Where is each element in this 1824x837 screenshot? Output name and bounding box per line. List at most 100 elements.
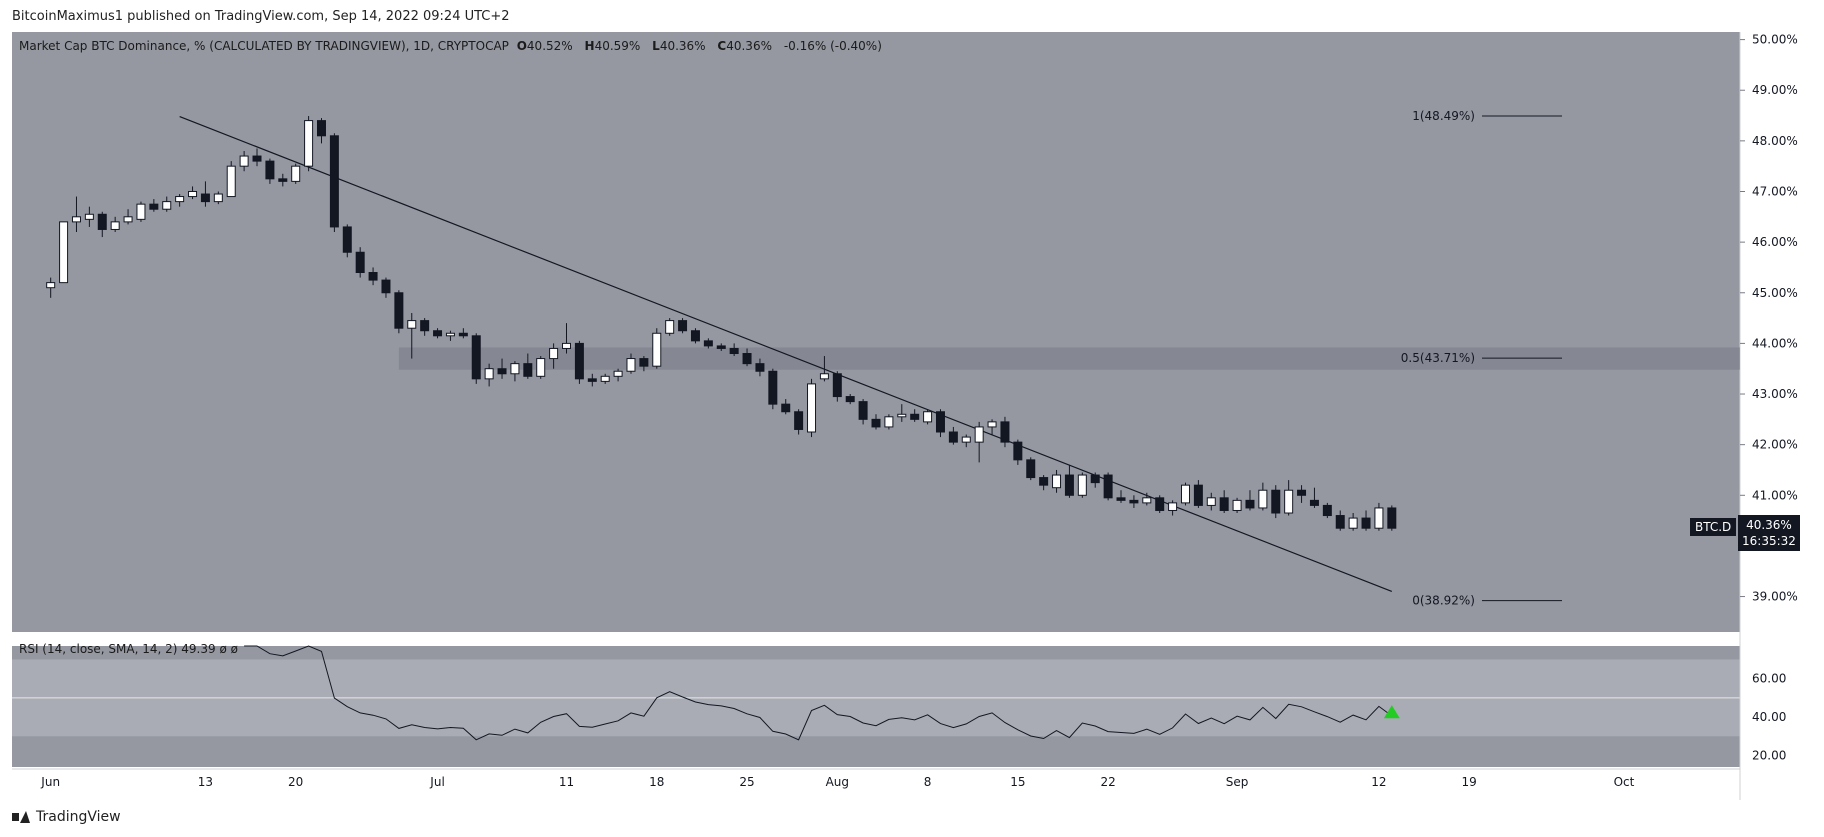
candle-body [471,335,481,380]
rsi-line [244,645,1393,741]
candle-body [1077,474,1087,496]
time-axis-label: 12 [1371,775,1386,789]
candle-body [59,221,69,284]
candle-body [703,340,713,347]
candle-body [923,411,933,423]
candle-body [819,373,829,380]
candle-body [1271,489,1281,514]
candle-body [974,426,984,443]
candle-body [587,378,597,382]
candle-body [239,155,249,167]
rsi-axis-label: 20.00 [1752,748,1786,762]
candle-body [136,203,146,220]
legend-high-value: 40.59% [594,39,641,53]
candle-body [562,342,572,349]
candle-body [510,363,520,375]
candle-body [291,165,301,182]
candle-body [265,160,275,180]
time-axis-label: 18 [649,775,664,789]
candle-body [574,342,584,380]
candle-body [316,120,326,137]
legend-title: Market Cap BTC Dominance, % (CALCULATED … [19,39,509,53]
footer-brand[interactable]: TradingView [12,809,121,825]
candle-body [1039,477,1049,486]
candle-body [600,375,610,382]
time-axis-label: 8 [924,775,932,789]
candlestick-chart[interactable]: 1(48.49%) 0.5(43.71%) 0(38.92%) 50.00% 49.00… [12,32,1824,800]
tradingview-logo-icon [12,811,30,823]
candle-body [226,165,236,198]
candle-body [420,320,430,332]
candle-body [884,416,894,428]
candle-body [84,213,94,220]
candle-body [1013,441,1023,461]
candle-body [110,221,120,230]
price-axis-label: 50.00% [1752,33,1798,47]
candle-body [1000,421,1010,443]
footer-brand-text: TradingView [36,809,121,825]
price-axis-label: 49.00% [1752,83,1798,97]
rsi-legend-extra: ø ø [219,642,238,656]
candle-body [1348,517,1358,529]
candle-body [523,363,533,377]
candle-body [897,413,907,418]
candle-body [1052,474,1062,489]
time-axis-label: 22 [1100,775,1115,789]
candle-body [742,353,752,365]
time-axis-label: 25 [739,775,754,789]
publisher-line: BitcoinMaximus1 published on TradingView… [12,9,510,24]
candle-body [304,120,314,167]
time-axis-label: Jun [40,775,60,789]
candle-body [1026,459,1036,479]
price-axis-label: 46.00% [1752,235,1798,249]
candle-body [1168,502,1178,511]
candle-body [1322,504,1332,517]
candle-body [781,403,791,413]
candle-body [536,358,546,377]
descending-trendline [179,115,1393,593]
candle-body [71,216,81,223]
legend-close-label: C [717,39,727,53]
candle-body [910,413,920,420]
candle-body [1297,489,1307,496]
candle-body [175,196,185,203]
time-axis-label: Jul [429,775,444,789]
rsi-axis-label: 40.00 [1752,710,1786,724]
rsi-legend: RSI (14, close, SMA, 14, 2) 49.39 ø ø [19,642,238,656]
candle-body [768,370,778,405]
candle-body [845,396,855,403]
candle-body [497,368,507,375]
candle-body [1284,489,1294,514]
candle-body [948,431,958,443]
fib-level-label: 0(38.92%) [1412,594,1475,608]
candle-body [1193,484,1203,506]
candle-body [755,363,765,372]
candle-body [1155,497,1165,511]
candle-body [1258,489,1268,509]
candle-body [342,226,352,253]
candle-body [716,345,726,349]
candle-body [1090,474,1100,484]
candle-body [987,421,997,428]
candle-body [807,383,817,433]
candle-body [1219,497,1229,511]
candle-body [445,332,455,337]
candle-body [213,193,223,203]
symbol-price-label: BTC.D [1690,518,1737,536]
candle-body [729,347,739,355]
candle-body [1361,517,1371,529]
candle-body [381,279,391,294]
candle-body [407,320,417,329]
candle-body [1064,474,1074,496]
chart-frame: 1(48.49%) 0.5(43.71%) 0(38.92%) 50.00% 49.00… [12,32,1824,800]
legend-open-label: O [516,39,527,53]
candle-body [1142,497,1152,504]
candle-body [1129,499,1139,504]
candle-body [1232,499,1242,511]
candle-body [1180,484,1190,504]
candle-body [652,332,662,367]
candle-body [46,282,56,289]
candle-body [200,193,210,203]
rsi-legend-value: 49.39 [181,642,216,656]
candle-body [1387,507,1397,529]
